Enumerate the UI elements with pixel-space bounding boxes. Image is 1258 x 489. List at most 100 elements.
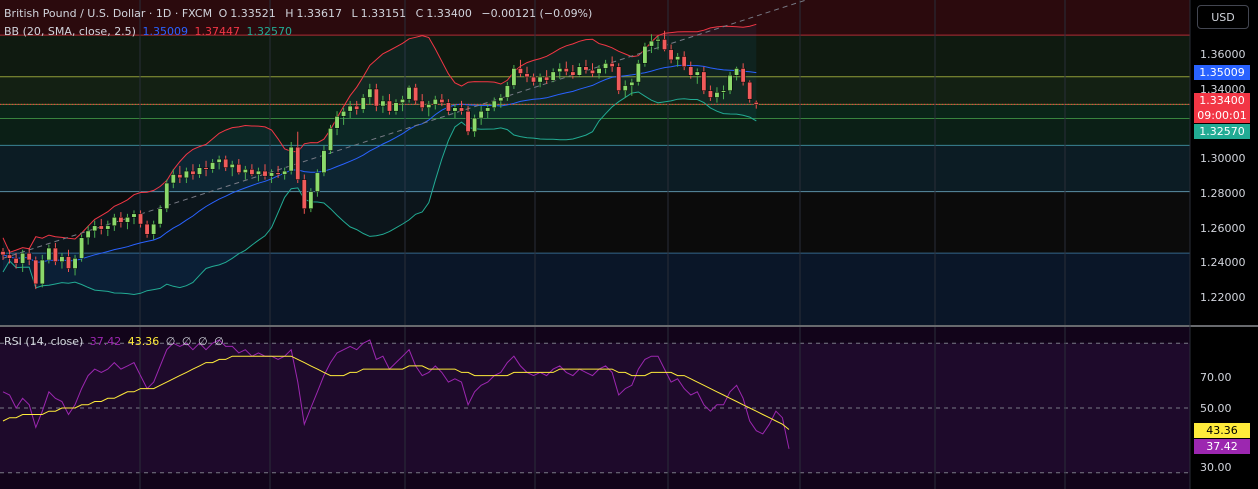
candle-body [79,237,85,259]
candle-body [7,254,12,259]
price-tick: 1.24000 [1200,256,1246,269]
candle-body [445,102,451,112]
candle-body [616,66,622,91]
candle-body [354,105,360,110]
candle-body [111,216,117,227]
price-tick: 1.34000 [1200,83,1246,96]
price-tick: 1.26000 [1200,222,1246,235]
currency-button[interactable]: USD [1197,5,1249,29]
price-tick: 1.28000 [1200,187,1246,200]
high-label: H [285,7,294,20]
candle-body [576,66,582,76]
candle-body [223,158,229,168]
candle-body [295,146,301,180]
candle-body [681,56,687,67]
candle-body [740,68,746,83]
candle-body [701,71,707,91]
rsi-empty-3: ∅ [197,335,208,348]
candle-body [662,39,667,50]
candle-body [675,56,681,61]
price-tick: 1.30000 [1200,152,1246,165]
candle-body [603,63,609,69]
candle-body [46,247,52,261]
candle-body [144,223,150,235]
candle-body [655,39,661,42]
rsi-ma-value: 43.36 [127,335,160,348]
candle-body [39,259,45,285]
candle-body [688,66,694,76]
price-zone [0,253,1190,325]
high-value: 1.33617 [296,7,343,20]
open-value: 1.33521 [230,7,276,20]
bb-basis-value: 1.35009 [142,25,188,38]
candle-body [0,251,6,256]
candle-body [177,174,183,179]
candle-body [105,225,111,230]
candle-body [373,88,379,107]
candle-body [210,162,216,170]
candle-body [282,170,288,175]
bb-legend: BB (20, SMA, close, 2.5) 1.35009 1.37447… [4,25,295,39]
candle-body [157,208,163,225]
candle-body [498,97,504,102]
price-zone [0,104,1190,119]
candle-body [72,258,78,269]
candle-body [406,86,412,100]
candle-body [544,76,550,81]
candle-body [439,98,445,103]
candle-body [668,49,674,61]
candle-body [203,167,209,170]
candle-body [518,68,523,74]
candle-body [452,107,458,112]
candle-body [478,110,484,119]
candle-body [275,172,281,175]
rsi-tag: 37.42 [1194,439,1250,454]
price-zone [0,76,1190,105]
rsi-ma-line [2,355,790,430]
candle-body [164,182,170,209]
rsi-indicator-label[interactable]: RSI (14, close) [4,335,84,348]
rsi-tick: 70.00 [1200,371,1232,384]
rsi-tick: 30.00 [1200,461,1232,474]
candle-body [721,90,726,93]
candle-body [66,256,71,269]
candle-body [537,76,543,83]
candle-body [622,85,628,91]
candle-body [635,63,641,83]
candle-body [550,71,556,81]
change-value: −0.00121 (−0.09%) [481,7,593,20]
price-zone [0,118,1190,146]
price-tick: 1.36000 [1200,48,1246,61]
candle-body [321,150,327,174]
candle-body [387,100,392,112]
price-zone [0,0,1190,36]
candle-body [249,169,255,175]
candle-body [26,252,32,261]
price-zone [0,35,1190,77]
candle-body [400,98,406,103]
candle-body [308,191,314,209]
candle-body [524,73,530,78]
candle-body [747,81,753,100]
candle-body [52,247,58,262]
rsi-tick: 50.00 [1200,402,1232,415]
candle-body [236,163,242,174]
candle-body [118,216,124,223]
bb-basis-line [2,64,757,263]
candle-body [256,170,261,175]
candle-body [301,179,307,209]
symbol-title[interactable]: British Pound / U.S. Dollar · 1D · FXCM [4,7,213,20]
candle-body [190,170,196,175]
bb-lower-tag: 1.32570 [1194,124,1250,139]
rsi-empty-2: ∅ [181,335,192,348]
candle-body [131,213,137,218]
candle-body [170,174,176,184]
candle-body [288,146,294,172]
candle-body [459,107,464,112]
bb-basis-tag: 1.35009 [1194,65,1250,80]
candle-body [557,68,563,73]
candle-body [393,102,399,112]
candle-body [426,104,432,109]
bb-indicator-label[interactable]: BB (20, SMA, close, 2.5) [4,25,136,38]
